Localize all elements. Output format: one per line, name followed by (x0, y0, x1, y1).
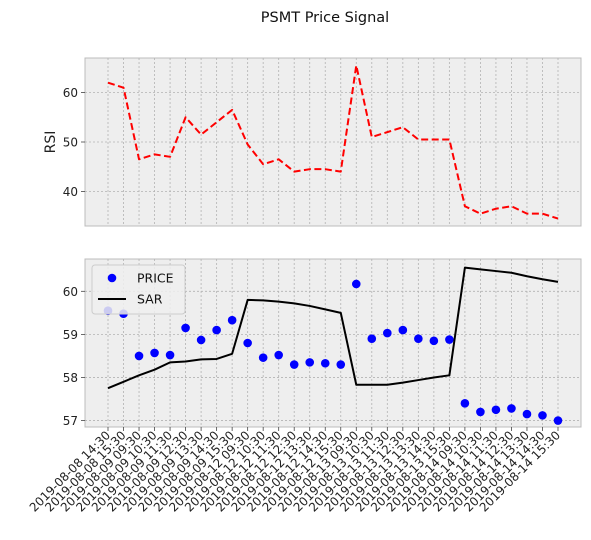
price-point (367, 334, 377, 343)
price-point (414, 334, 423, 343)
price-point (289, 360, 299, 369)
price-y-ticks: 57 58 59 60 (63, 285, 85, 428)
price-point (320, 358, 330, 368)
rsi-y-axis-label: RSI (43, 131, 59, 154)
legend-price-label: PRICE (137, 271, 174, 286)
rsi-y-ticks: 40 50 60 (63, 86, 85, 199)
price-point (134, 351, 144, 361)
sar-line (107, 266, 559, 390)
price-point (429, 336, 439, 346)
price-point (476, 407, 485, 417)
price-point (553, 416, 563, 425)
y-tick-label: 58 (63, 371, 78, 385)
price-point (336, 360, 346, 369)
price-point (196, 335, 206, 345)
price-point (445, 335, 454, 344)
y-tick-label: 40 (63, 185, 78, 199)
legend: PRICE SAR (91, 264, 186, 315)
y-tick-label: 57 (63, 414, 78, 428)
y-tick-label: 60 (63, 86, 78, 100)
price-point (491, 405, 501, 415)
price-point (522, 409, 532, 419)
price-point (507, 404, 516, 413)
y-tick-label: 59 (63, 328, 78, 342)
price-series (103, 266, 563, 425)
y-tick-label: 60 (63, 285, 78, 299)
price-point (538, 411, 547, 420)
legend-price-marker (107, 273, 117, 283)
rsi-series (107, 64, 559, 220)
y-tick-label: 50 (63, 136, 78, 150)
price-point (383, 328, 392, 338)
price-point (274, 350, 283, 360)
price-point (150, 348, 159, 358)
price-point (243, 338, 252, 348)
chart-title: PSMT Price Signal (261, 10, 389, 26)
price-point (305, 358, 315, 367)
rsi-line (107, 64, 559, 220)
rsi-panel: 40 50 60 RSI (43, 57, 582, 227)
price-point (212, 325, 221, 335)
legend-sar-label: SAR (137, 292, 163, 307)
price-point (258, 353, 268, 362)
price-point (181, 323, 190, 333)
price-point (398, 325, 408, 335)
price-point (460, 399, 470, 408)
price-point (165, 350, 175, 360)
price-point (227, 315, 237, 325)
price-point (351, 279, 361, 289)
rsi-grid (85, 58, 581, 226)
